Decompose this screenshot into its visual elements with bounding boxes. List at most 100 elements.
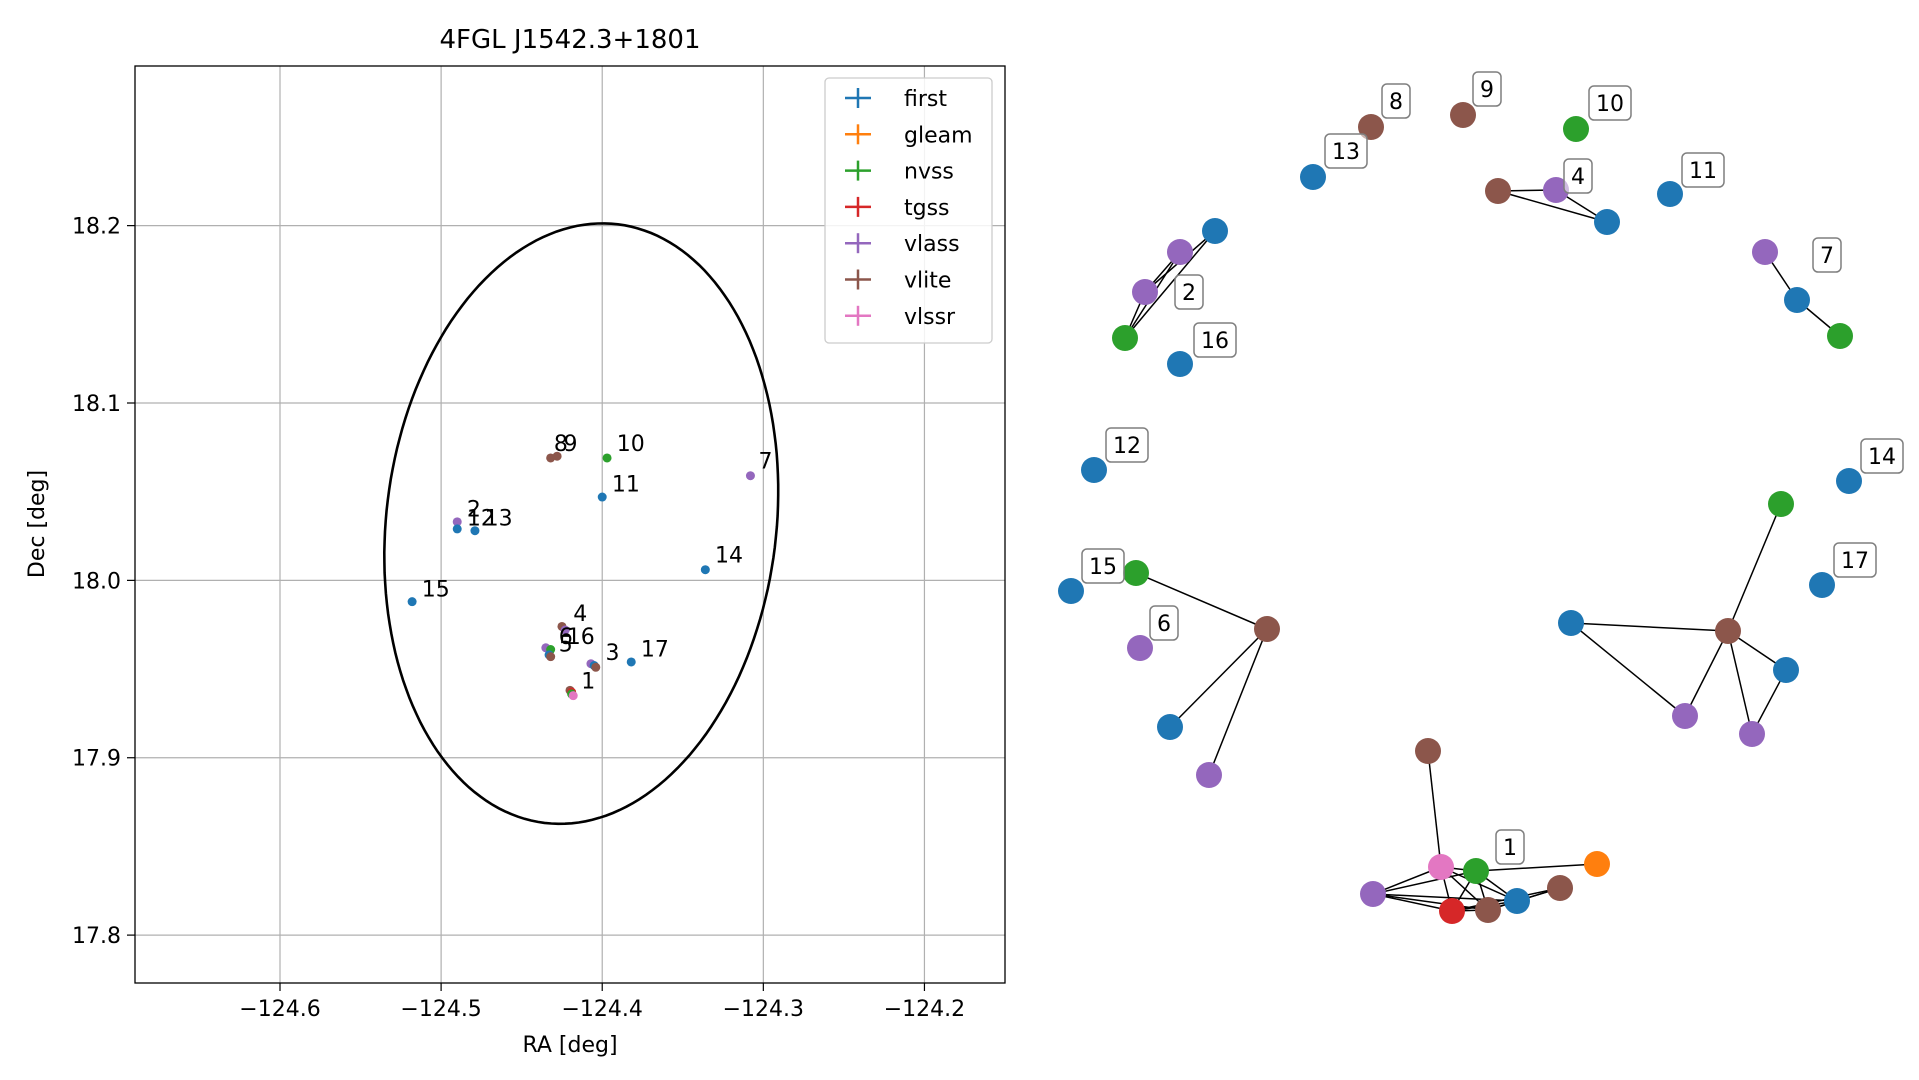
graph-node-vlass	[1196, 762, 1222, 788]
node-label: 1	[1503, 836, 1517, 861]
node-label: 15	[1089, 555, 1117, 580]
node-label-box	[1833, 542, 1877, 578]
graph-node-vlite	[1547, 875, 1573, 901]
graph-edge	[1475, 863, 1598, 872]
point-vlite	[546, 652, 556, 662]
legend-label-vlite: vlite	[904, 269, 951, 294]
point-vlass	[745, 471, 755, 481]
graph-node-vlite	[1475, 897, 1501, 923]
x-tick-label: −124.5	[400, 997, 481, 1022]
graph-node-first	[1558, 610, 1584, 636]
legend-label-nvss: nvss	[904, 160, 954, 185]
node-label: 9	[1480, 78, 1494, 103]
graph-node-vlite	[1254, 616, 1280, 642]
node-label-box	[1149, 605, 1179, 641]
graph-node-first	[1504, 888, 1530, 914]
node-label-box	[1193, 322, 1237, 358]
graph-node-vlass	[1167, 239, 1193, 265]
point-label: 9	[564, 432, 578, 457]
graph-node-vlite	[1415, 738, 1441, 764]
y-tick-label: 18.2	[72, 215, 121, 240]
graph-edges	[1124, 189, 1841, 912]
graph-edge	[1135, 572, 1268, 630]
point-vlite	[591, 662, 601, 672]
node-label: 13	[1332, 140, 1360, 165]
node-label-box	[1174, 274, 1204, 310]
graph-node-first	[1594, 209, 1620, 235]
graph-edge	[1124, 230, 1216, 339]
node-label: 17	[1841, 549, 1869, 574]
point-label: 13	[485, 506, 513, 531]
graph-node-nvss	[1563, 116, 1589, 142]
point-first	[626, 657, 636, 667]
legend-label-first: first	[904, 87, 947, 112]
node-label: 14	[1868, 445, 1896, 470]
error-ellipse-layer	[382, 222, 780, 826]
graph-node-nvss	[1463, 858, 1489, 884]
graph-node-gleam	[1584, 851, 1610, 877]
node-label-box	[1105, 427, 1149, 463]
legend-items: first gleam nvss tgss vlass vlite vlssr	[845, 87, 973, 330]
chart-title: 4FGL J1542.3+1801	[440, 25, 701, 55]
point-first	[470, 526, 480, 536]
graph-node-vlass	[1132, 279, 1158, 305]
graph-node-first	[1058, 578, 1084, 604]
graph-node-first	[1773, 657, 1799, 683]
point-label: 15	[422, 577, 450, 602]
point-label: 11	[612, 473, 640, 498]
node-label-box	[1324, 133, 1368, 169]
graph-edge	[1169, 628, 1268, 728]
node-label: 8	[1389, 90, 1403, 115]
graph-node-first	[1081, 457, 1107, 483]
node-label-box	[1860, 438, 1904, 474]
point-label: 17	[641, 638, 669, 663]
node-label-box	[1588, 85, 1632, 121]
plot-frame	[134, 65, 1006, 984]
legend-box	[824, 77, 993, 344]
y-tick-label: 18.0	[72, 569, 121, 594]
x-tick-label: −124.4	[562, 997, 643, 1022]
x-axis-ticks: −124.6 −124.5 −124.4 −124.3 −124.2	[239, 983, 965, 1022]
graph-node-first	[1167, 351, 1193, 377]
graph-node-tgss	[1439, 898, 1465, 924]
graph-node-nvss	[1827, 323, 1853, 349]
node-label-box	[1495, 829, 1525, 865]
graph-node-vlass	[1127, 635, 1153, 661]
point-label: 7	[759, 450, 773, 475]
node-label-box	[1563, 158, 1593, 194]
point-label: 4	[573, 602, 587, 627]
point-label: 10	[617, 432, 645, 457]
graph-node-vlass	[1543, 177, 1569, 203]
point-first	[597, 492, 607, 502]
point-label: 14	[715, 544, 743, 569]
node-label: 4	[1571, 165, 1585, 190]
y-tick-label: 17.9	[72, 747, 121, 772]
point-nvss	[602, 453, 612, 463]
graph-edge	[1570, 622, 1686, 717]
point-vlssr	[568, 691, 578, 701]
graph-edge	[1570, 622, 1729, 632]
data-points	[407, 451, 755, 701]
node-label-box	[1472, 71, 1502, 107]
graph-node-nvss	[1768, 491, 1794, 517]
node-label: 7	[1820, 244, 1834, 269]
node-label: 2	[1182, 281, 1196, 306]
graph-node-vlass	[1739, 721, 1765, 747]
y-axis-label: Dec [deg]	[25, 470, 50, 578]
graph-edge	[1427, 750, 1442, 868]
node-label-box	[1681, 152, 1725, 188]
graph-node-first	[1202, 218, 1228, 244]
node-label-box	[1381, 83, 1411, 119]
point-label: 16	[567, 625, 595, 650]
graph-node-vlite	[1358, 114, 1384, 140]
x-tick-label: −124.2	[884, 997, 965, 1022]
point-vlite	[552, 451, 562, 461]
graph-edge	[1684, 630, 1729, 717]
graph-edge	[1727, 503, 1782, 632]
graph-node-vlssr	[1428, 854, 1454, 880]
graph-node-first	[1157, 714, 1183, 740]
point-label: 1	[581, 670, 595, 695]
